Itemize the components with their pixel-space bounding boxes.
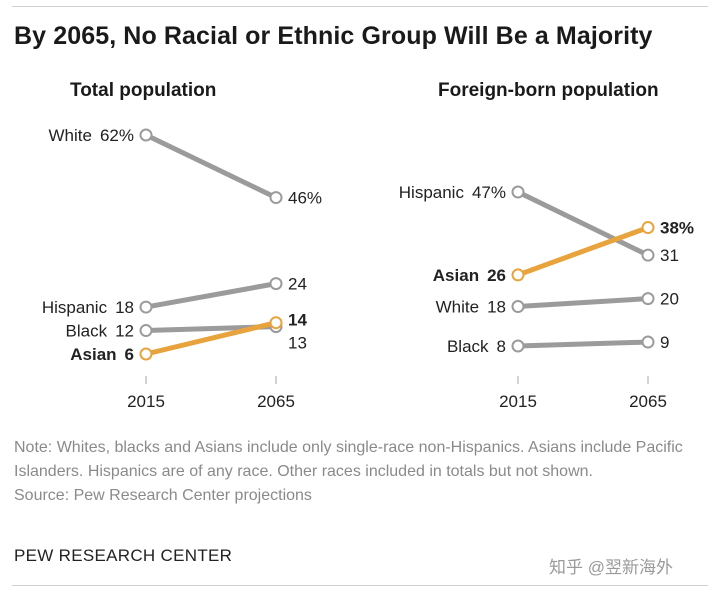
foreign-born-series-black-point-2065 — [641, 335, 655, 349]
total-series-black-label-start: Black 12 — [66, 322, 135, 341]
foreign-born-series-hispanic-value-end: 31 — [660, 246, 679, 265]
organization-name: PEW RESEARCH CENTER — [14, 546, 233, 565]
total-series-asian-point-2065 — [269, 316, 283, 330]
panel-foreign-born-population: 2015 2065 Hispanic 47% 31 Asian 26 38% White 18 20… — [399, 183, 694, 411]
total-series-hispanic-point-2015 — [139, 300, 153, 314]
foreign-born-series-asian-value-start: 26 — [487, 266, 506, 285]
foreign-born-series-white-line — [517, 296, 649, 310]
total-series-white-value-start: 62% — [100, 126, 134, 145]
foreign-born-series-black-name: Black — [447, 337, 489, 356]
total-series-asian-value-end: 14 — [288, 311, 307, 330]
note-text: Note: Whites, blacks and Asians include … — [14, 439, 683, 480]
foreign-born-series-black-value-start: 8 — [497, 337, 506, 356]
total-series-white-point-2015 — [139, 128, 153, 142]
foreign-born-series-white-value-end: 20 — [660, 290, 679, 309]
foreign-born-x-label-2065: 2065 — [629, 392, 667, 411]
panel-title-foreign-born: Foreign-born population — [438, 80, 659, 101]
chart-note: Note: Whites, blacks and Asians include … — [14, 436, 704, 508]
total-series-black-value-end: 13 — [288, 334, 307, 353]
foreign-born-series-hispanic-name: Hispanic — [399, 183, 465, 202]
total-series-hispanic-value-end: 24 — [288, 275, 307, 294]
total-series-hispanic-label-start: Hispanic 18 — [42, 298, 134, 317]
foreign-born-series-hispanic-value-start: 47% — [472, 183, 506, 202]
total-series-black-point-2015 — [139, 324, 153, 338]
total-series-black-name: Black — [66, 322, 108, 341]
total-series-white-line — [144, 132, 278, 200]
chart-title: By 2065, No Racial or Ethnic Group Will … — [14, 22, 653, 50]
foreign-born-series-white-label-start: White 18 — [436, 298, 506, 317]
foreign-born-series-white-name: White — [436, 298, 479, 317]
watermark: 知乎 @翌新海外 — [549, 558, 673, 577]
total-series-asian-value-start: 6 — [125, 345, 134, 364]
total-series-asian-line — [145, 320, 277, 357]
foreign-born-series-asian-point-2065 — [641, 221, 655, 235]
total-series-white-name: White — [49, 126, 92, 145]
total-series-asian-name: Asian — [70, 345, 116, 364]
foreign-born-series-asian-point-2015 — [511, 268, 525, 282]
total-series-hispanic-line — [145, 281, 277, 310]
top-rule — [12, 6, 708, 7]
foreign-born-series-asian-name: Asian — [433, 266, 479, 285]
foreign-born-series-black-point-2015 — [511, 339, 525, 353]
foreign-born-series-asian-value-end: 38% — [660, 219, 694, 238]
panel-title-total: Total population — [70, 80, 217, 101]
foreign-born-series-black-line — [517, 339, 649, 349]
foreign-born-series-asian-label-start: Asian 26 — [433, 266, 506, 285]
total-x-label-2015: 2015 — [127, 392, 165, 411]
total-series-white-point-2065 — [269, 191, 283, 205]
total-series-white-label-start: White 62% — [49, 126, 135, 145]
total-series-hispanic-value-start: 18 — [115, 298, 134, 317]
total-series-white-value-end: 46% — [288, 189, 322, 208]
foreign-born-series-hispanic-label-start: Hispanic 47% — [399, 183, 506, 202]
foreign-born-series-black-value-end: 9 — [660, 333, 669, 352]
foreign-born-series-hispanic-point-2065 — [641, 248, 655, 262]
foreign-born-series-white-point-2065 — [641, 292, 655, 306]
panel-total-population: 2015 2065 White 62% 46% Hispanic 18 24 Black 12 13… — [42, 126, 322, 411]
source-text: Source: Pew Research Center projections — [14, 487, 312, 504]
total-series-asian-point-2015 — [139, 347, 153, 361]
total-series-hispanic-point-2065 — [269, 277, 283, 291]
total-x-label-2065: 2065 — [257, 392, 295, 411]
foreign-born-series-hispanic-line — [516, 189, 650, 258]
foreign-born-x-label-2015: 2015 — [499, 392, 537, 411]
foreign-born-series-asian-line — [517, 225, 649, 278]
total-series-asian-label-start: Asian 6 — [70, 345, 134, 364]
total-series-black-value-start: 12 — [115, 322, 134, 341]
total-series-hispanic-name: Hispanic — [42, 298, 108, 317]
foreign-born-series-hispanic-point-2015 — [511, 185, 525, 199]
foreign-born-series-white-point-2015 — [511, 300, 525, 314]
bottom-rule — [12, 585, 708, 586]
foreign-born-series-white-value-start: 18 — [487, 298, 506, 317]
foreign-born-series-black-label-start: Black 8 — [447, 337, 506, 356]
